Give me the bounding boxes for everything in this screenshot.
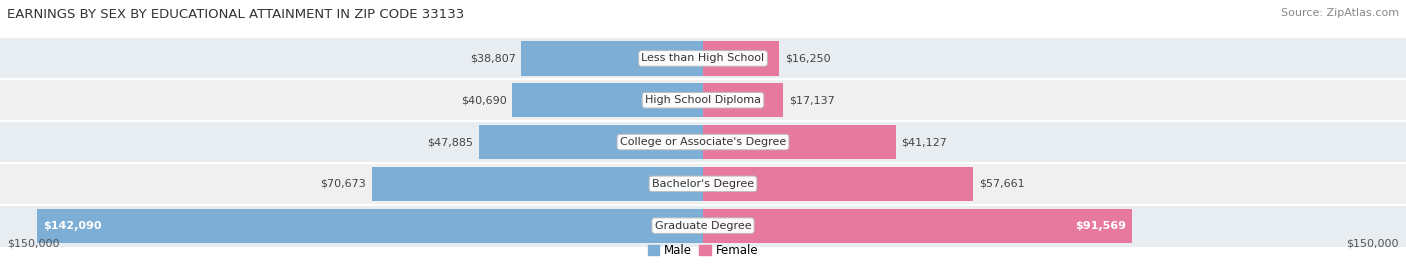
Bar	[703, 41, 779, 76]
Text: $142,090: $142,090	[42, 221, 101, 231]
Bar	[703, 125, 896, 159]
Text: $57,661: $57,661	[979, 179, 1025, 189]
Text: $16,250: $16,250	[785, 53, 831, 64]
Bar	[703, 83, 783, 117]
Bar	[703, 167, 973, 201]
Text: $150,000: $150,000	[1347, 239, 1399, 249]
Bar	[0, 38, 1406, 79]
Legend: Male, Female: Male, Female	[643, 240, 763, 262]
Bar	[0, 121, 1406, 163]
Text: Source: ZipAtlas.com: Source: ZipAtlas.com	[1281, 8, 1399, 18]
Text: $17,137: $17,137	[789, 95, 835, 105]
Text: $41,127: $41,127	[901, 137, 948, 147]
Bar	[0, 163, 1406, 205]
Bar	[0, 79, 1406, 121]
Bar	[0, 205, 1406, 247]
Text: $38,807: $38,807	[470, 53, 516, 64]
Bar	[512, 83, 703, 117]
Bar	[703, 209, 1132, 243]
Text: Graduate Degree: Graduate Degree	[655, 221, 751, 231]
Text: $150,000: $150,000	[7, 239, 59, 249]
Bar	[37, 209, 703, 243]
Text: $70,673: $70,673	[321, 179, 366, 189]
Text: Bachelor's Degree: Bachelor's Degree	[652, 179, 754, 189]
Text: $47,885: $47,885	[427, 137, 472, 147]
Bar	[371, 167, 703, 201]
Text: EARNINGS BY SEX BY EDUCATIONAL ATTAINMENT IN ZIP CODE 33133: EARNINGS BY SEX BY EDUCATIONAL ATTAINMEN…	[7, 8, 464, 21]
Bar	[478, 125, 703, 159]
Text: High School Diploma: High School Diploma	[645, 95, 761, 105]
Text: Less than High School: Less than High School	[641, 53, 765, 64]
Text: College or Associate's Degree: College or Associate's Degree	[620, 137, 786, 147]
Text: $91,569: $91,569	[1076, 221, 1126, 231]
Text: $40,690: $40,690	[461, 95, 506, 105]
Bar	[522, 41, 703, 76]
